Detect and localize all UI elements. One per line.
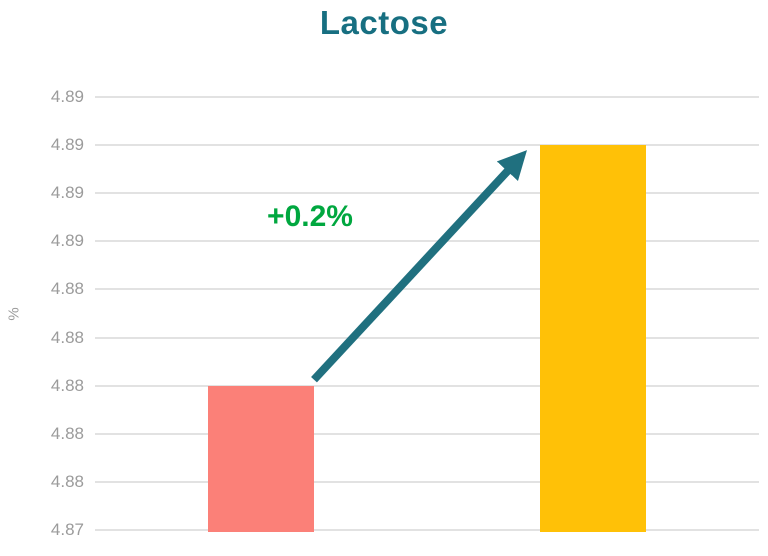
gridline [95,144,759,147]
gridline [95,529,759,531]
ytick-label: 4.87 [50,520,84,539]
gridline [95,192,759,195]
gridline [95,336,759,339]
ytick-label: 4.88 [50,327,84,347]
ytick-label: 4.88 [50,375,84,395]
gridline [95,480,759,483]
bar [208,385,314,532]
ytick-label: 4.88 [50,279,84,299]
ytick-label: 4.89 [50,87,84,106]
chart-title: Lactose [319,4,449,41]
gridline [95,432,759,435]
ytick-label: 4.89 [50,135,84,155]
y-axis-unit-label: % [5,306,23,321]
bar [540,145,646,532]
gridline [95,288,759,291]
gridline [95,240,759,243]
ytick-label: 4.88 [50,471,84,491]
ytick-label: 4.88 [50,423,84,443]
change-annotation: +0.2% [267,200,353,233]
ytick-label: 4.89 [50,183,84,203]
gridline [95,384,759,387]
ytick-label: 4.89 [50,231,84,251]
gridline [95,96,759,98]
